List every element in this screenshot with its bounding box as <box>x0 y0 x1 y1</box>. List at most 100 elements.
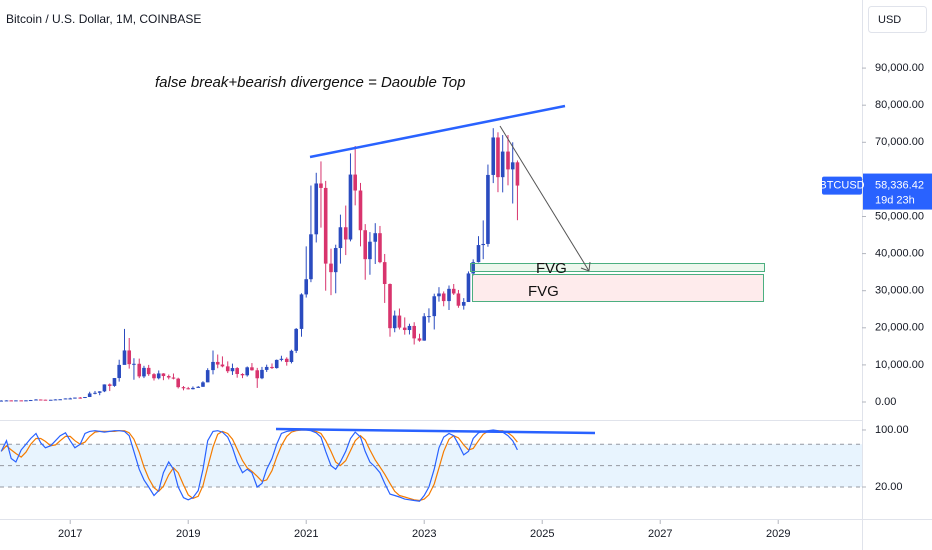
candle-body <box>63 398 68 400</box>
candle-body <box>289 350 294 363</box>
candle-body <box>201 382 205 387</box>
candle-body <box>205 370 210 383</box>
candle-body <box>402 327 407 331</box>
fvg-label: FVG <box>528 283 559 300</box>
candle-body <box>368 241 372 260</box>
fvg-zone[interactable] <box>472 274 764 302</box>
candle-body <box>230 368 235 372</box>
candle-body <box>363 230 368 260</box>
arrow-line[interactable] <box>499 125 590 272</box>
candle-body <box>412 325 416 339</box>
candle-body <box>447 288 451 302</box>
candle-body <box>191 387 195 390</box>
x-tick-label: 2023 <box>412 528 436 540</box>
candle-body <box>427 316 431 318</box>
candle-body <box>132 363 136 365</box>
candle-body <box>481 243 486 246</box>
candle-body <box>338 227 343 249</box>
candle-body <box>451 288 456 294</box>
x-tick-label: 2021 <box>294 528 318 540</box>
candle-body <box>48 399 53 401</box>
candle-body <box>461 302 466 306</box>
candle-body <box>417 338 422 341</box>
candle-body <box>407 325 412 331</box>
candle-body <box>274 359 279 369</box>
candle-body <box>14 400 18 402</box>
candle-body <box>333 248 338 273</box>
candle-body <box>456 293 461 306</box>
candle-body <box>319 183 323 188</box>
candle-body <box>137 363 142 377</box>
candle-body <box>102 384 107 392</box>
y-tick-label: 30,000.00 <box>875 285 924 297</box>
candle-body <box>323 187 328 264</box>
y-tick-label: 0.00 <box>875 396 896 408</box>
candle-body <box>299 294 304 329</box>
candle-body <box>156 373 161 379</box>
candle-body <box>107 384 112 386</box>
candle-body <box>437 293 441 297</box>
candle-body <box>240 373 245 376</box>
candle-body <box>264 366 269 370</box>
candle-body <box>441 293 446 302</box>
y-tick-label: 70,000.00 <box>875 136 924 148</box>
arrow-head <box>580 261 591 272</box>
candle-body <box>181 387 186 389</box>
candle-body <box>373 233 378 242</box>
y-tick-label: 50,000.00 <box>875 210 924 222</box>
candle-body <box>78 397 83 399</box>
candle-body <box>329 263 333 273</box>
price-tag-countdown: 19d 23h <box>875 194 915 206</box>
candle-body <box>476 245 481 263</box>
candle-body <box>343 227 348 240</box>
candle-body <box>24 400 28 402</box>
candle-body <box>348 174 353 240</box>
candle-body <box>83 396 87 398</box>
trend-line[interactable] <box>309 104 566 159</box>
candle-body <box>58 399 62 401</box>
candle-body <box>93 392 97 394</box>
currency-button[interactable] <box>868 6 927 33</box>
y-tick-label: 90,000.00 <box>875 62 924 74</box>
candle-body <box>225 366 230 372</box>
trend-line[interactable] <box>275 427 596 435</box>
candle-body <box>496 137 500 178</box>
candle-body <box>97 391 102 393</box>
candle-body <box>466 273 471 303</box>
candle-body <box>358 190 363 231</box>
candle-body <box>53 399 58 401</box>
candle-body <box>28 400 33 402</box>
candle-body <box>382 262 387 285</box>
candle-body <box>304 279 309 295</box>
candle-body <box>9 400 14 402</box>
candle-body <box>152 374 156 379</box>
candle-body <box>397 315 402 328</box>
indicator-line <box>0 429 518 502</box>
x-tick-label: 2017 <box>58 528 82 540</box>
candle-body <box>314 183 319 235</box>
symbol-tag-label: BTCUSD <box>819 179 864 191</box>
candle-body <box>166 376 171 378</box>
x-tick-label: 2025 <box>530 528 554 540</box>
candle-body <box>34 399 38 401</box>
candle-body <box>388 284 392 329</box>
candle-body <box>260 369 264 379</box>
indicator-line <box>0 429 518 502</box>
fvg-zone[interactable] <box>470 263 765 272</box>
candle-body <box>142 367 146 377</box>
candle-body <box>378 233 382 263</box>
candle-body <box>255 370 260 379</box>
y-tick-label: 10,000.00 <box>875 359 924 371</box>
candle-body <box>491 137 496 175</box>
candle-body <box>186 388 191 390</box>
candle-body <box>284 358 289 363</box>
candle-body <box>0 400 3 402</box>
x-tick-label: 2027 <box>648 528 672 540</box>
currency[interactable]: USD <box>878 14 901 26</box>
y-tick-label: 100.00 <box>875 424 909 436</box>
candle-body <box>471 262 475 274</box>
candle-body <box>211 361 215 371</box>
candle-body <box>245 367 250 376</box>
